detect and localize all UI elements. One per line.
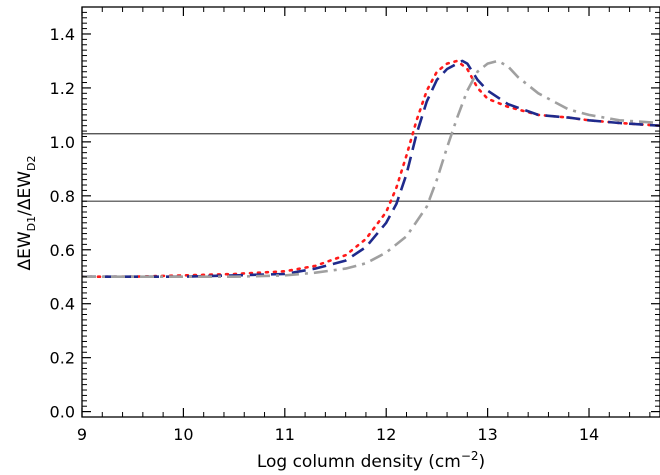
y-tick-label: 0.6	[50, 241, 75, 260]
plot-frame	[81, 6, 660, 418]
x-axis-title: Log column density (cm−2)	[257, 449, 485, 472]
series-line-1	[82, 59, 660, 279]
series-layer	[82, 59, 660, 279]
hlines-layer	[82, 133, 660, 202]
x-tick-label: 9	[77, 425, 87, 444]
x-tick-label: 14	[579, 425, 599, 444]
y-tick-label: 1.2	[50, 79, 75, 98]
series-line-3	[82, 59, 660, 279]
x-tick-label: 11	[275, 425, 295, 444]
y-tick-label: 0.0	[50, 403, 75, 422]
y-tick-label: 1.0	[50, 133, 75, 152]
y-tick-label: 0.8	[50, 187, 75, 206]
y-tick-label: 1.4	[50, 25, 75, 44]
ticks-layer: 9 10 11 12 13 14 0.0 0.2 0.4 0.6 0.8 1.0 1.2 1.4	[50, 7, 660, 444]
x-tick-label: 12	[376, 425, 396, 444]
y-axis-title: ΔEWD1/ΔEWD2	[15, 155, 38, 270]
x-tick-label: 13	[477, 425, 497, 444]
x-tick-label: 10	[173, 425, 193, 444]
y-tick-label: 0.4	[50, 295, 75, 314]
series-line-2	[82, 59, 660, 279]
y-tick-label: 0.2	[50, 349, 75, 368]
